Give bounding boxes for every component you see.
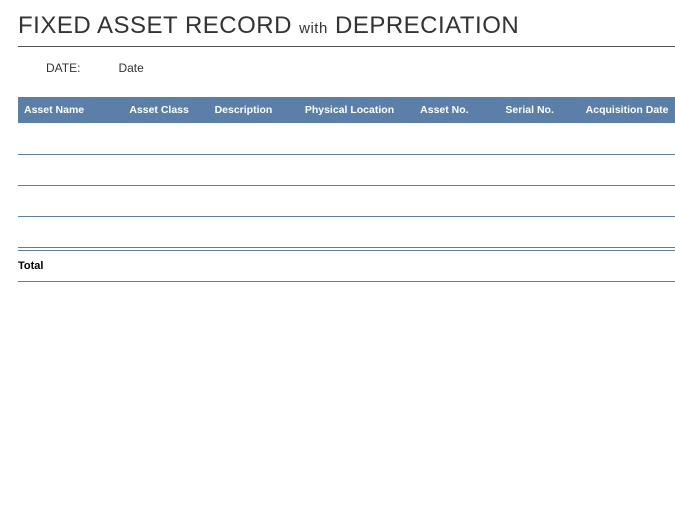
col-header-serial-no: Serial No. <box>499 97 579 123</box>
col-header-asset-no: Asset No. <box>414 97 499 123</box>
total-row: Total <box>18 250 675 281</box>
table-cell <box>299 154 414 185</box>
date-row: DATE: Date <box>18 61 675 75</box>
table-cell <box>18 123 123 154</box>
table-cell <box>580 216 675 247</box>
title-underline <box>18 46 675 47</box>
total-cell <box>414 250 499 281</box>
total-label: Total <box>18 250 123 281</box>
table-cell <box>123 185 208 216</box>
table-cell <box>299 123 414 154</box>
table-row <box>18 216 675 247</box>
table-cell <box>499 123 579 154</box>
title-part2: DEPRECIATION <box>335 12 519 39</box>
total-cell <box>499 250 579 281</box>
table-cell <box>209 185 299 216</box>
table-cell <box>580 123 675 154</box>
col-header-location: Physical Location <box>299 97 414 123</box>
table-cell <box>414 123 499 154</box>
table-cell <box>580 154 675 185</box>
table-header-row: Asset Name Asset Class Description Physi… <box>18 97 675 123</box>
table-cell <box>499 185 579 216</box>
table-cell <box>299 216 414 247</box>
total-cell <box>299 250 414 281</box>
page-title: FIXED ASSET RECORD with DEPRECIATION <box>18 12 675 44</box>
col-header-asset-class: Asset Class <box>123 97 208 123</box>
table-cell <box>499 216 579 247</box>
table-cell <box>414 154 499 185</box>
table-cell <box>123 123 208 154</box>
table-cell <box>18 185 123 216</box>
col-header-acq-date: Acquisition Date <box>580 97 675 123</box>
col-header-asset-name: Asset Name <box>18 97 123 123</box>
total-cell <box>123 250 208 281</box>
table-cell <box>299 185 414 216</box>
title-part1: FIXED ASSET RECORD <box>18 12 292 39</box>
table-cell <box>414 216 499 247</box>
total-cell <box>580 250 675 281</box>
table-cell <box>580 185 675 216</box>
table-cell <box>18 154 123 185</box>
table-cell <box>209 216 299 247</box>
table-cell <box>123 154 208 185</box>
table-cell <box>123 216 208 247</box>
total-cell <box>209 250 299 281</box>
date-value: Date <box>118 61 143 75</box>
table-row <box>18 185 675 216</box>
table-cell <box>209 154 299 185</box>
asset-table: Asset Name Asset Class Description Physi… <box>18 97 675 282</box>
table-cell <box>209 123 299 154</box>
table-cell <box>18 216 123 247</box>
table-row <box>18 123 675 154</box>
col-header-description: Description <box>209 97 299 123</box>
title-with: with <box>299 20 328 37</box>
table-cell <box>499 154 579 185</box>
table-cell <box>414 185 499 216</box>
table-row <box>18 154 675 185</box>
date-label: DATE: <box>46 61 80 75</box>
